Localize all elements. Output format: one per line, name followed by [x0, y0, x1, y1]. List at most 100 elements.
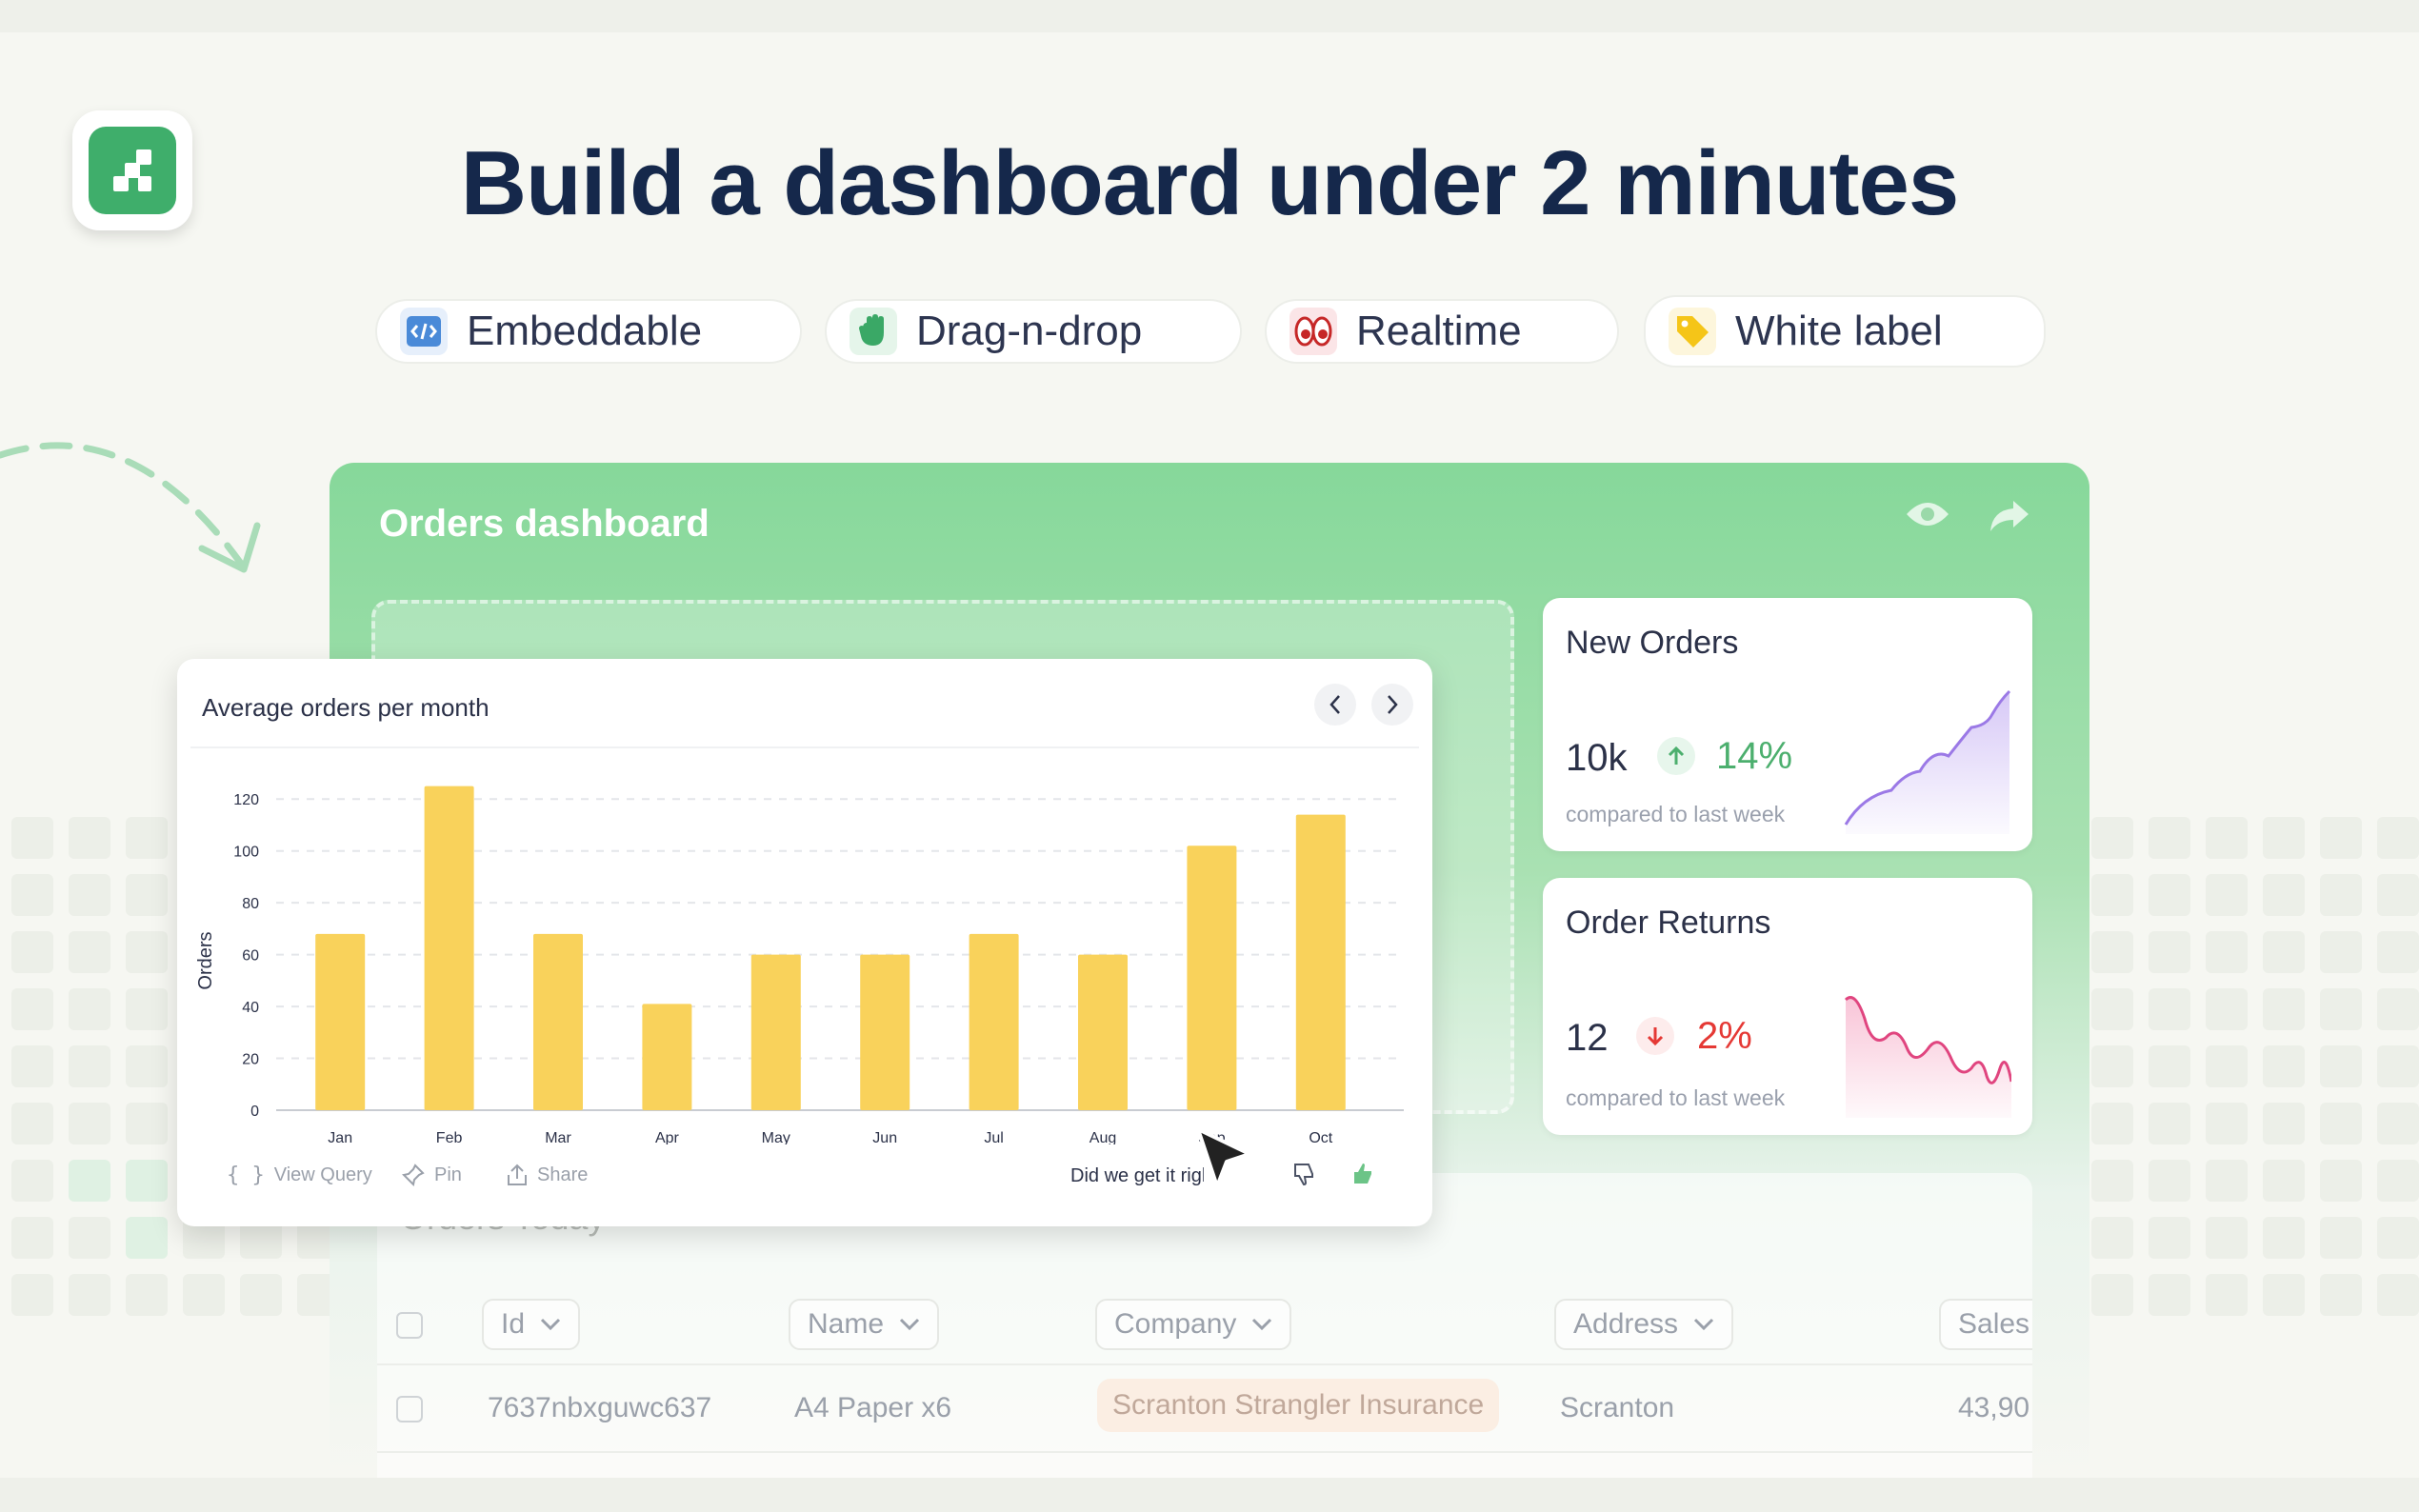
- cell-company-tag: Scranton Strangler Insurance: [1097, 1379, 1500, 1432]
- x-tick-label: Mar: [545, 1130, 571, 1144]
- x-tick-label: Aug: [1090, 1130, 1116, 1144]
- y-tick-label: 20: [242, 1052, 259, 1068]
- share-label: Share: [537, 1164, 589, 1185]
- chart-card[interactable]: Average orders per month 0 20 40 60 80 100 120…: [177, 659, 1432, 1226]
- x-tick-label: Jan: [328, 1130, 352, 1144]
- bar-chart: 020406080100120JanFebMarAprMayJunJulAugS…: [195, 786, 1404, 1144]
- table-header: Id Name Company Address Sales: [377, 1287, 2032, 1365]
- arrow-up-icon: [1657, 737, 1695, 775]
- kpi-subtitle: compared to last week: [1566, 802, 1786, 826]
- cell-sales: 43,90: [1958, 1392, 2030, 1423]
- chevron-down-icon: [1694, 1318, 1714, 1331]
- upload-share-icon: [508, 1164, 527, 1185]
- feedback-prompt: Did we get it righ: [1070, 1165, 1204, 1186]
- kpi-card-new-orders[interactable]: New Orders 10k 14% compared to last week: [1543, 598, 2032, 851]
- background-grid-right: [2091, 817, 2419, 1316]
- x-tick-label: Jul: [984, 1130, 1003, 1144]
- feature-pill-drag-n-drop: Drag-n-drop: [825, 299, 1242, 364]
- table-row[interactable]: 7637nbxguwc637 A4 Paper x6 Scranton Stra…: [377, 1367, 2032, 1453]
- y-tick-label: 120: [233, 792, 259, 808]
- feature-pill-white-label: White label: [1644, 295, 2046, 368]
- y-tick-label: 0: [250, 1104, 259, 1120]
- feature-label: Realtime: [1356, 308, 1522, 354]
- cell-id: 7637nbxguwc637: [488, 1392, 712, 1423]
- arrow-down-icon: [1636, 1017, 1674, 1055]
- bar-feb: [424, 786, 474, 1110]
- select-all-checkbox[interactable]: [396, 1312, 423, 1339]
- bar-apr: [642, 1004, 692, 1110]
- tag-icon: [1669, 308, 1716, 355]
- cell-name: A4 Paper x6: [794, 1392, 952, 1423]
- x-tick-label: May: [762, 1130, 790, 1144]
- pin-icon: [402, 1164, 425, 1186]
- chart-title: Average orders per month: [202, 693, 490, 722]
- pin-label: Pin: [434, 1164, 462, 1185]
- share-icon[interactable]: [1989, 499, 2030, 538]
- chevron-down-icon: [1252, 1318, 1272, 1331]
- dashed-arrow-icon: [0, 442, 261, 573]
- y-tick-label: 40: [242, 1000, 259, 1016]
- kpi-card-order-returns[interactable]: Order Returns 12 2% compared to last wee…: [1543, 878, 2032, 1135]
- column-header-id[interactable]: Id: [482, 1299, 581, 1350]
- column-label: Name: [808, 1308, 885, 1340]
- column-label: Id: [501, 1308, 526, 1340]
- hand-icon: [850, 308, 897, 355]
- y-tick-label: 80: [242, 896, 259, 912]
- kpi-title: Order Returns: [1566, 905, 1771, 941]
- feature-label: Embeddable: [467, 308, 703, 354]
- thumbs-up-icon[interactable]: [1350, 1162, 1375, 1191]
- column-header-name[interactable]: Name: [789, 1299, 940, 1350]
- chevron-left-icon[interactable]: [1314, 684, 1356, 726]
- feature-pill-embeddable: Embeddable: [375, 299, 802, 364]
- chart-nav: [1314, 684, 1413, 726]
- y-tick-label: 100: [233, 845, 259, 861]
- sparkline-down: [1844, 996, 2011, 1118]
- bar-oct: [1295, 814, 1346, 1110]
- x-tick-label: Oct: [1309, 1130, 1332, 1144]
- column-header-address[interactable]: Address: [1554, 1299, 1734, 1350]
- chevron-down-icon: [540, 1318, 561, 1331]
- chevron-right-icon[interactable]: [1371, 684, 1413, 726]
- share-button[interactable]: Share: [507, 1164, 588, 1186]
- bar-may: [750, 954, 801, 1110]
- top-strip: [0, 0, 2419, 32]
- bar-sep: [1187, 846, 1237, 1110]
- eye-icon[interactable]: [1905, 499, 1950, 538]
- bar-aug: [1078, 954, 1128, 1110]
- bottom-strip: [0, 1478, 2419, 1512]
- code-icon: [400, 308, 448, 355]
- kpi-change: 14%: [1716, 735, 1793, 777]
- feature-pill-realtime: Realtime: [1265, 299, 1619, 364]
- sparkline-up: [1844, 689, 2011, 834]
- y-tick-label: 60: [242, 948, 259, 965]
- kpi-subtitle: compared to last week: [1566, 1085, 1786, 1110]
- kpi-title: New Orders: [1566, 625, 1739, 661]
- logo-icon: [89, 127, 176, 214]
- kpi-value: 12: [1566, 1017, 1609, 1059]
- view-query-button[interactable]: { } View Query: [227, 1164, 372, 1187]
- feature-label: Drag-n-drop: [916, 308, 1143, 354]
- y-axis-label: Orders: [195, 931, 216, 989]
- thumbs-down-icon[interactable]: [1291, 1162, 1316, 1191]
- row-checkbox[interactable]: [396, 1396, 423, 1422]
- cell-address: Scranton: [1560, 1392, 1675, 1423]
- chart-footer: { } View Query Pin Share Did we get it r…: [177, 1154, 1432, 1202]
- x-tick-label: Feb: [436, 1130, 463, 1144]
- x-tick-label: Apr: [655, 1130, 680, 1144]
- pin-button[interactable]: Pin: [402, 1164, 462, 1186]
- view-query-label: View Query: [273, 1164, 372, 1185]
- bar-jan: [315, 933, 366, 1110]
- divider: [190, 746, 1419, 748]
- braces-icon: { }: [227, 1164, 265, 1187]
- column-label: Sales: [1958, 1308, 2030, 1340]
- bar-jul: [969, 933, 1019, 1110]
- kpi-value: 10k: [1566, 737, 1628, 779]
- column-header-sales[interactable]: Sales: [1939, 1299, 2032, 1350]
- column-header-company[interactable]: Company: [1095, 1299, 1292, 1350]
- dashboard-title: Orders dashboard: [379, 503, 710, 545]
- bar-mar: [533, 933, 583, 1110]
- column-label: Address: [1573, 1308, 1679, 1340]
- mouse-cursor-icon: [1196, 1127, 1251, 1188]
- app-logo[interactable]: [72, 110, 192, 230]
- kpi-change: 2%: [1697, 1015, 1752, 1057]
